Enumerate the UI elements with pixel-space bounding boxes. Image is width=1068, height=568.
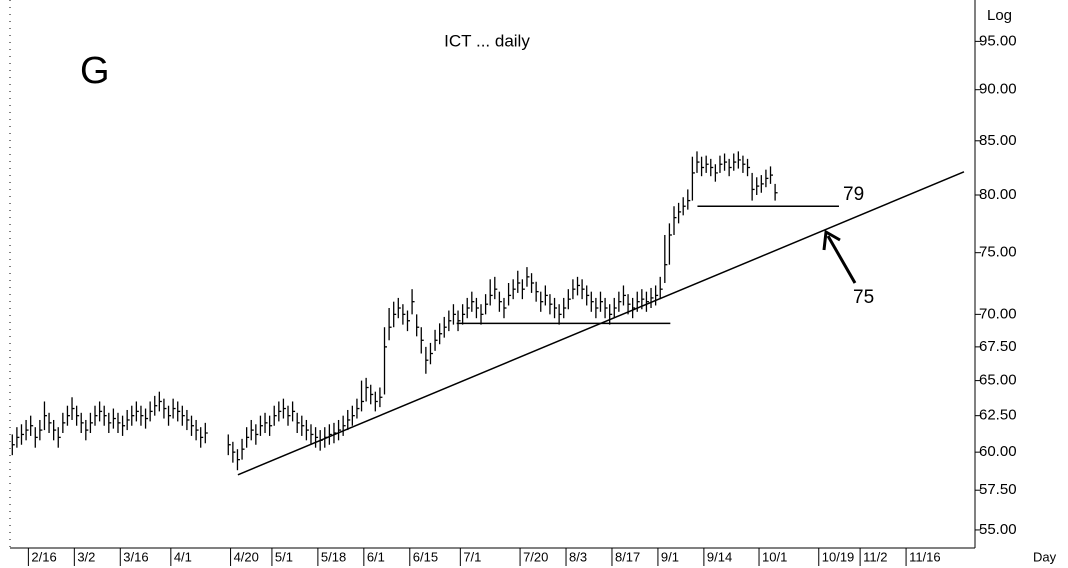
x-tick-label: 7/1 — [463, 549, 481, 564]
x-tick-label: 5/1 — [275, 549, 293, 564]
x-tick-label: 6/1 — [367, 549, 385, 564]
x-tick-label: 11/16 — [909, 549, 941, 564]
y-tick-label: 55.00 — [979, 521, 1017, 538]
x-tick-label: 9/14 — [707, 549, 732, 564]
y-tick-label: 90.00 — [979, 81, 1017, 98]
x-tick-label: 9/1 — [661, 549, 679, 564]
x-tick-label: 10/19 — [822, 549, 855, 564]
x-tick-label: 5/18 — [321, 549, 346, 564]
y-tick-label: 70.00 — [979, 305, 1017, 322]
annotation: 75 — [853, 287, 874, 308]
y-tick-label: 75.00 — [979, 244, 1017, 261]
x-tick-label: 10/1 — [762, 549, 787, 564]
y-tick-label: 62.50 — [979, 407, 1017, 424]
x-tick-label: 4/20 — [234, 549, 259, 564]
y-tick-label: 80.00 — [979, 186, 1017, 203]
x-tick-label: 8/3 — [569, 549, 587, 564]
x-axis-label: Day — [1033, 549, 1057, 564]
x-tick-label: 8/17 — [615, 549, 640, 564]
y-tick-label: 67.50 — [979, 338, 1017, 355]
y-tick-label: 60.00 — [979, 443, 1017, 460]
x-tick-label: 11/2 — [863, 549, 887, 564]
x-tick-label: 6/15 — [413, 549, 438, 564]
y-tick-label: 65.00 — [979, 372, 1017, 389]
y-axis-label: Log — [987, 7, 1012, 24]
y-tick-label: 57.50 — [979, 481, 1017, 498]
x-tick-label: 2/16 — [31, 549, 56, 564]
y-tick-label: 95.00 — [979, 32, 1017, 49]
x-tick-label: 3/16 — [123, 549, 148, 564]
y-tick-label: 85.00 — [979, 132, 1017, 149]
arrow — [822, 229, 857, 284]
x-tick-label: 4/1 — [174, 549, 192, 564]
panel-label: G — [80, 50, 110, 92]
annotation: 79 — [843, 184, 864, 205]
x-tick-label: 7/20 — [523, 549, 548, 564]
chart-title: ICT ... daily — [444, 31, 530, 50]
x-tick-label: 3/2 — [77, 549, 95, 564]
